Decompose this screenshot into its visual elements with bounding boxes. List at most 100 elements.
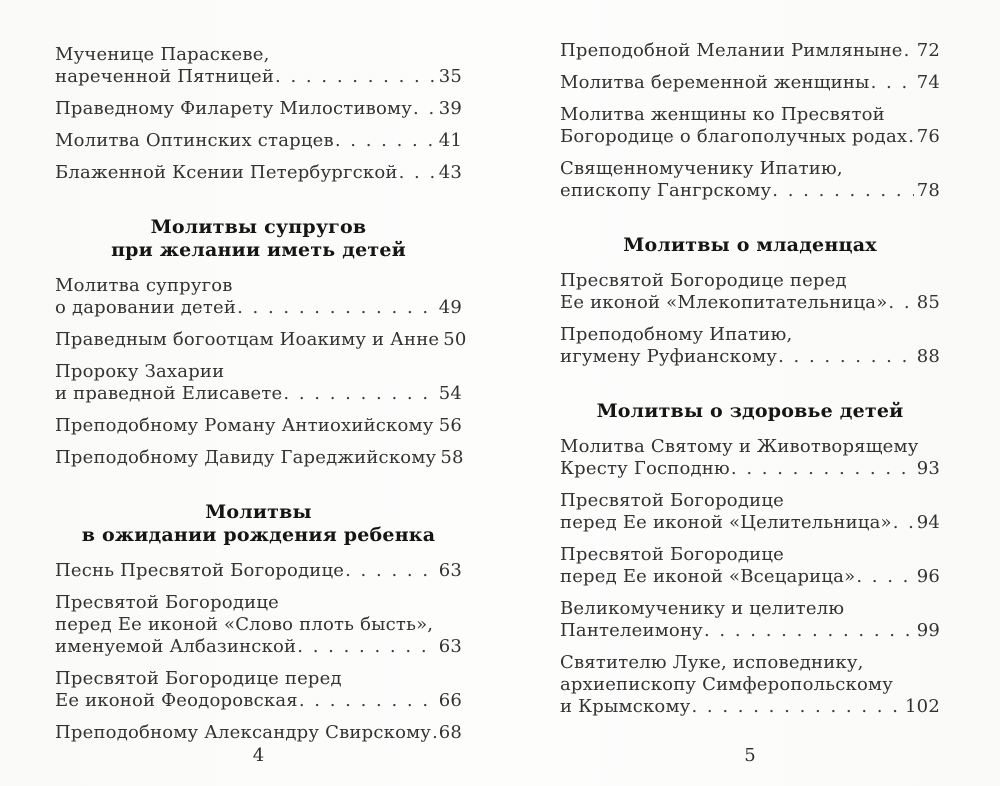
toc-entry: Пресвятой Богородице перед Ее иконой Феод…: [55, 668, 462, 712]
entry-line: Пророку Захарии: [55, 361, 225, 382]
page-folio: 5: [744, 745, 756, 766]
entry-lastline: Песнь Пресвятой Богородице 63: [55, 560, 462, 582]
entry-title: Молитва беременной женщины: [560, 72, 870, 93]
entry-page-number: 78: [916, 180, 940, 201]
toc-entry: Молитва Оптинских старцев 41: [55, 130, 462, 152]
dot-leader: [435, 415, 436, 437]
entry-page-number: 99: [916, 620, 940, 641]
entry-lastline: Праведному Филарету Милостивому 39: [55, 98, 462, 120]
dot-leader: [691, 696, 902, 718]
entry-page-number: 102: [905, 696, 940, 717]
dot-leader: [778, 346, 914, 368]
entry-line: Молитва супругов: [55, 275, 233, 296]
entry-lastline: Пантелеимону 99: [560, 620, 940, 642]
entry-title: Молитва Оптинских старцев: [55, 130, 334, 151]
entry-title: Песнь Пресвятой Богородице: [55, 560, 345, 581]
entry-title: о даровании детей: [55, 297, 237, 318]
entry-title: Преподобному Давиду Гареджийскому: [55, 447, 437, 468]
dot-leader: [856, 566, 913, 588]
entry-title: Кресту Господню: [560, 458, 730, 479]
entry-lastline: и Крымскому 102: [560, 696, 940, 718]
entry-title: епископу Гангрскому: [560, 180, 772, 201]
toc-entry: Пресвятой Богородице перед Ее иконой «Цел…: [560, 490, 940, 534]
entry-line: Пресвятой Богородице: [560, 544, 784, 565]
entry-lastline: именуемой Албазинской 63: [55, 636, 462, 658]
entry-page-number: 68: [438, 722, 462, 743]
dot-leader: [904, 40, 914, 62]
toc-entry: Праведным богоотцам Иоакиму и Анне 50: [55, 329, 466, 351]
entry-line: Молитва Святому и Животворящему: [560, 436, 919, 457]
section-heading: Молитвы в ожидании рождения ребенка: [55, 501, 462, 547]
dot-leader: [399, 162, 436, 184]
toc-entry: Молитва Святому и Животворящему Кресту Го…: [560, 436, 940, 480]
toc-entry: Преподобному Давиду Гареджийскому 58: [55, 447, 464, 469]
dot-leader: [772, 180, 913, 202]
entry-line: Молитва женщины ко Пресвятой: [560, 104, 885, 125]
dot-leader: [335, 130, 436, 152]
entry-lastline: Ее иконой Феодоровская 66: [55, 690, 462, 712]
heading-line: в ожидании рождения ребенка: [81, 524, 436, 546]
page-content: Преподобной Мелании Римляныне 72 Молитва б…: [560, 0, 940, 718]
toc-page-left: Мученице Параскеве,нареченной Пятницей 35…: [0, 0, 500, 786]
heading-line: Молитвы: [205, 501, 312, 523]
toc-entry: Преподобному Ипатию,игумену Руфианскому 8…: [560, 324, 940, 368]
entry-lastline: Молитва Оптинских старцев 41: [55, 130, 462, 152]
entry-line: Пресвятой Богородице перед: [55, 668, 342, 689]
dot-leader: [893, 512, 914, 534]
heading-line: Молитвы супругов: [150, 216, 367, 238]
dot-leader: [432, 722, 436, 744]
entry-page-number: 63: [438, 636, 462, 657]
entry-page-number: 94: [916, 512, 940, 533]
entry-page-number: 72: [916, 40, 940, 61]
entry-page-number: 96: [916, 566, 940, 587]
entry-title: Праведным богоотцам Иоакиму и Анне: [55, 329, 440, 350]
entry-lastline: и праведной Елисавете 54: [55, 383, 462, 405]
entry-page-number: 50: [443, 329, 467, 350]
dot-leader: [413, 98, 436, 120]
section-heading: Молитвы о здоровье детей: [560, 400, 940, 423]
toc-entry: Пресвятой Богородице перед Ее иконой «Все…: [560, 544, 940, 588]
entry-line: перед Ее иконой «Слово плоть бысть»,: [55, 614, 434, 635]
toc-entry: Преподобной Мелании Римляныне 72: [560, 40, 940, 62]
toc-entry: Преподобному Александру Свирскому 68: [55, 722, 462, 744]
entry-page-number: 35: [438, 66, 462, 87]
toc-entry: Молитва женщины ко Пресвятой Богородице о…: [560, 104, 940, 148]
dot-leader: [704, 620, 914, 642]
entry-line: Преподобному Ипатию,: [560, 324, 793, 345]
entry-page-number: 56: [438, 415, 462, 436]
entry-title: игумену Руфианскому: [560, 346, 778, 367]
entry-line: Пресвятой Богородице: [55, 592, 279, 613]
toc-entry: Блаженной Ксении Петербургской 43: [55, 162, 462, 184]
entry-title: и Крымскому: [560, 696, 691, 717]
entry-title: Преподобной Мелании Римляныне: [560, 40, 903, 61]
entry-lastline: перед Ее иконой «Всецарица» 96: [560, 566, 940, 588]
entry-title: и праведной Елисавете: [55, 383, 283, 404]
dot-leader: [237, 297, 436, 319]
entry-title: Ее иконой Феодоровская: [55, 690, 298, 711]
page-folio: 4: [252, 745, 265, 766]
entry-page-number: 54: [438, 383, 462, 404]
entry-page-number: 43: [438, 162, 462, 183]
entry-page-number: 39: [438, 98, 462, 119]
entry-page-number: 88: [916, 346, 940, 367]
entry-line: Святителю Луке, исповеднику,: [560, 652, 864, 673]
entry-page-number: 74: [916, 72, 940, 93]
toc-page-right: Преподобной Мелании Римляныне 72 Молитва б…: [500, 0, 1000, 786]
entry-page-number: 58: [440, 447, 464, 468]
entry-page-number: 41: [438, 130, 462, 151]
entry-title: Богородице о благополучных родах: [560, 126, 908, 147]
dot-leader: [731, 458, 914, 480]
entry-lastline: епископу Гангрскому 78: [560, 180, 940, 202]
entry-page-number: 66: [438, 690, 462, 711]
entry-line: Великомученику и целителю: [560, 598, 845, 619]
entry-page-number: 85: [916, 292, 940, 313]
entry-lastline: Блаженной Ксении Петербургской 43: [55, 162, 462, 184]
entry-title: перед Ее иконой «Целительница»: [560, 512, 892, 533]
entry-title: Преподобному Александру Свирскому: [55, 722, 432, 743]
dot-leader: [345, 560, 436, 582]
entry-title: именуемой Албазинской: [55, 636, 297, 657]
toc-entry: Праведному Филарету Милостивому 39: [55, 98, 462, 120]
dot-leader: [283, 383, 435, 405]
